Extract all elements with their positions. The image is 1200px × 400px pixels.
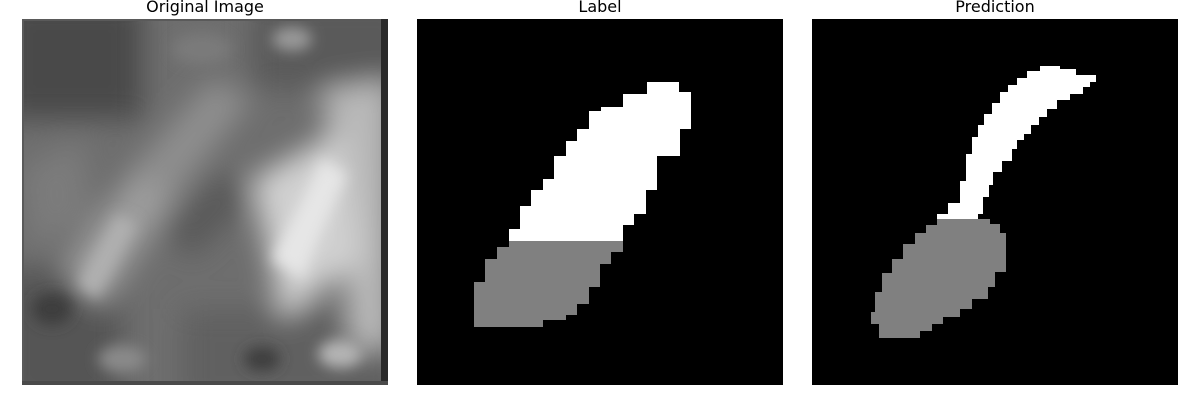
original-image-panel (22, 19, 388, 385)
label-title: Label (578, 0, 622, 16)
label-gray-region (474, 241, 623, 327)
label-mask (417, 19, 783, 385)
prediction-background (812, 19, 1178, 385)
prediction-gray-region (871, 219, 1006, 338)
prediction-white-region (937, 66, 1096, 219)
prediction-panel (812, 19, 1178, 385)
label-white-region (509, 82, 691, 241)
label-panel (417, 19, 783, 385)
original-image-title: Original Image (146, 0, 264, 16)
prediction-mask (812, 19, 1178, 385)
original-image (22, 19, 388, 385)
prediction-title: Prediction (955, 0, 1035, 16)
